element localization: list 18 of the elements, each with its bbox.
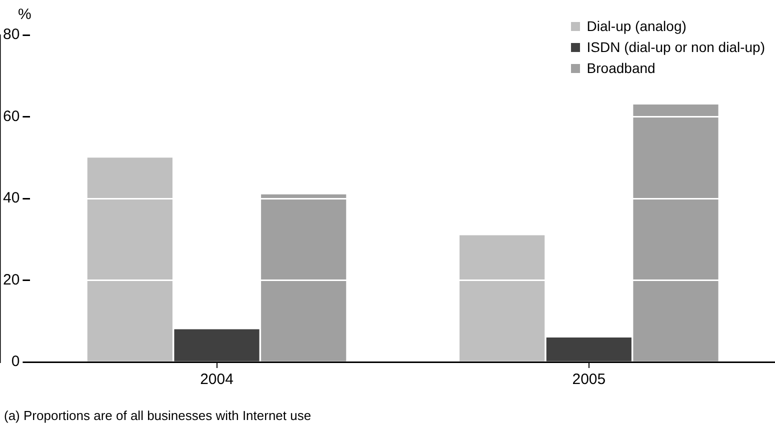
legend-label: ISDN (dial-up or non dial-up): [586, 38, 765, 57]
legend-label: Dial-up (analog): [586, 17, 686, 36]
legend-label: Broadband: [586, 59, 656, 78]
text: (a) Proportions are of all businesses with Internet use: [4, 408, 312, 423]
y-tick-label: 0: [11, 353, 20, 370]
x-tick-label: 2005: [572, 371, 606, 388]
bar: [261, 194, 346, 362]
bar: [460, 235, 545, 362]
y-tick-label: 80: [2, 26, 20, 44]
y-tick-label: 60: [2, 108, 20, 125]
bar: [546, 337, 632, 362]
x-tick-label: 2004: [200, 371, 234, 388]
y-axis-title: %: [18, 6, 32, 23]
bar: [633, 104, 718, 362]
bar: [87, 158, 172, 362]
bar: [174, 329, 260, 362]
y-tick-label: 20: [2, 271, 20, 288]
y-tick-label: 40: [2, 190, 20, 207]
